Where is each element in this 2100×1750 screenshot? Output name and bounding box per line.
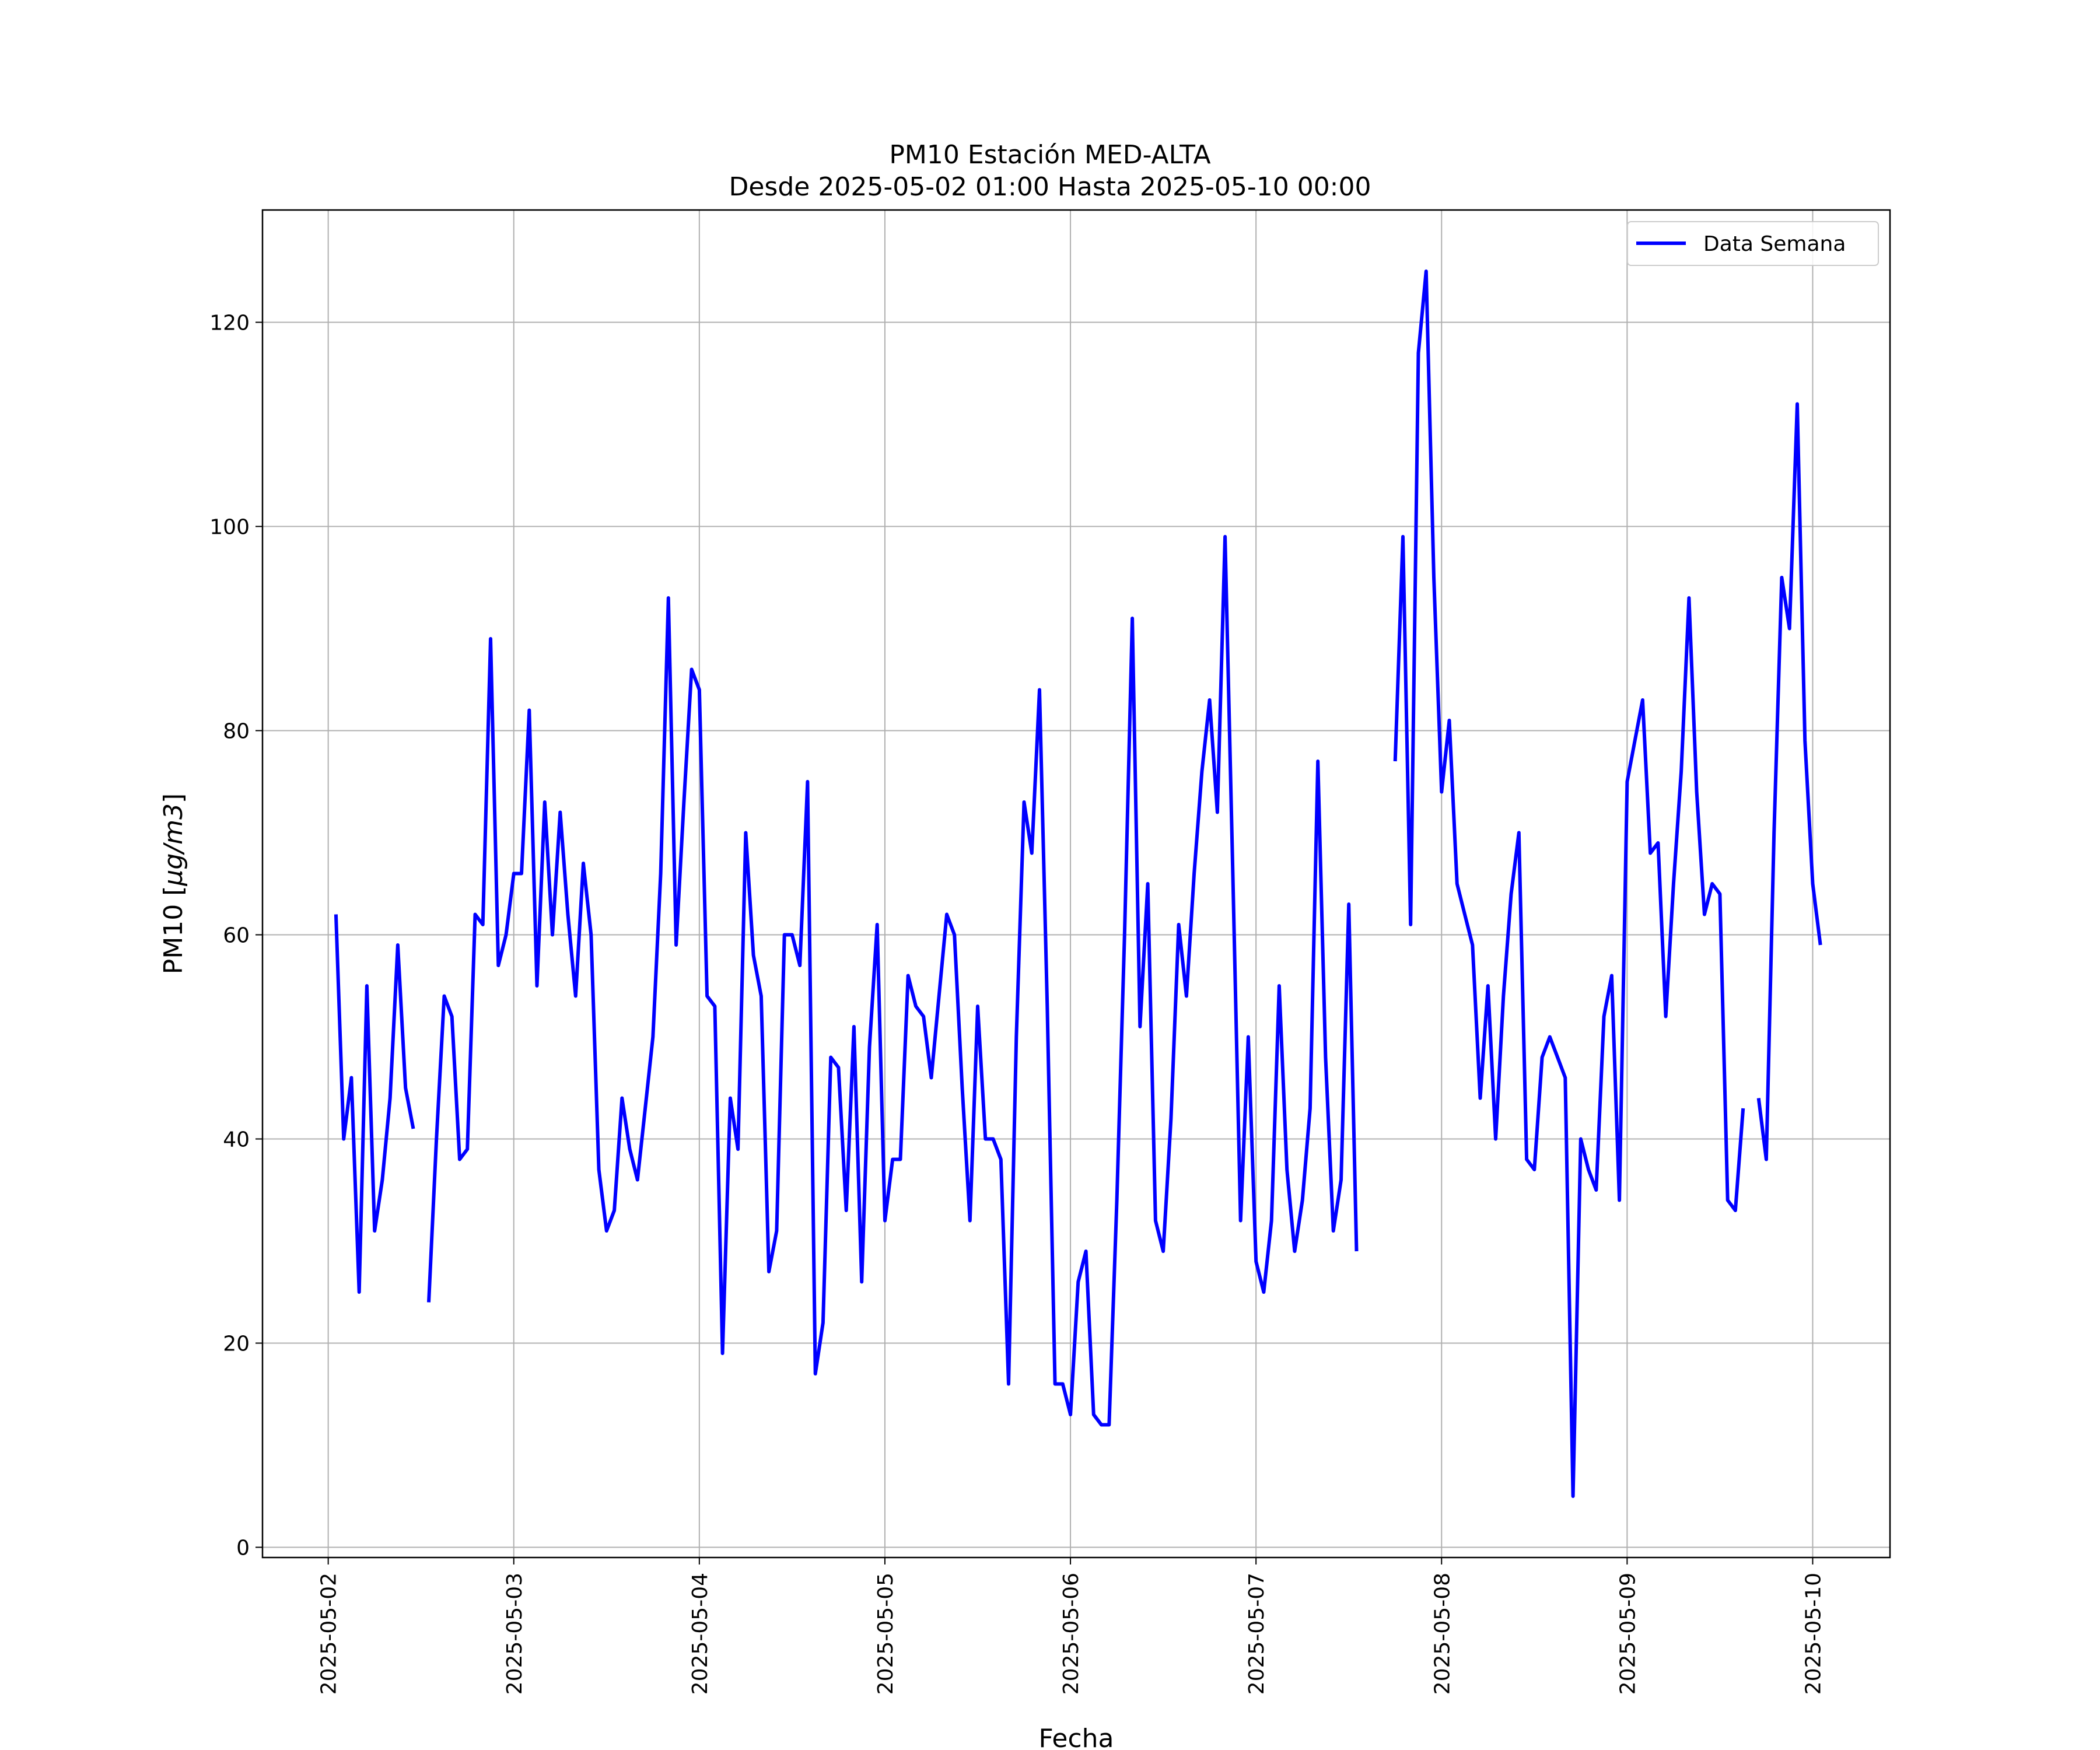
legend-label-data-semana: Data Semana: [1703, 232, 1846, 256]
legend: Data Semana: [1627, 221, 1879, 266]
y-axis: 0 20 40 60 80 100 120: [209, 312, 262, 1560]
x-tick-label: 2025-05-05: [874, 1573, 898, 1695]
x-axis-label: Fecha: [1038, 1724, 1114, 1750]
series-line-data-semana: [1393, 270, 1745, 1498]
y-tick-label: 80: [223, 720, 250, 744]
y-axis-label-unit: µg/m3: [159, 803, 188, 887]
x-tick-label: 2025-05-08: [1430, 1573, 1454, 1695]
x-tick-label: 2025-05-02: [317, 1573, 341, 1695]
y-tick-label: 120: [209, 312, 250, 335]
grid-lines: [262, 210, 1890, 1558]
y-tick-label: 0: [236, 1536, 250, 1560]
y-axis-label-close: ]: [159, 793, 188, 803]
x-tick-label: 2025-05-06: [1059, 1573, 1083, 1695]
chart-subtitle: Desde 2025-05-02 01:00 Hasta 2025-05-10 …: [729, 172, 1371, 202]
y-tick-label: 40: [223, 1128, 250, 1152]
y-axis-label-main: PM10 [: [159, 886, 188, 975]
plot-frame: [261, 209, 1891, 1559]
series-group: [334, 270, 1822, 1498]
x-tick-label: 2025-05-09: [1616, 1573, 1640, 1695]
x-tick-label: 2025-05-04: [688, 1573, 712, 1695]
x-axis: 2025-05-02 2025-05-03 2025-05-04 2025-05-05…: [317, 1558, 1825, 1695]
series-line-data-semana: [427, 535, 1359, 1427]
legend-box: [1627, 221, 1879, 266]
y-axis-label: PM10 [µg/m3]: [159, 793, 188, 974]
x-tick-label: 2025-05-03: [503, 1573, 527, 1695]
chart-title: PM10 Estación MED-ALTA: [889, 140, 1210, 170]
y-tick-label: 60: [223, 924, 250, 948]
x-tick-label: 2025-05-10: [1801, 1573, 1825, 1695]
series-line-data-semana: [334, 914, 415, 1294]
series-line-data-semana: [1756, 402, 1822, 1161]
x-tick-label: 2025-05-07: [1245, 1573, 1269, 1695]
y-tick-label: 20: [223, 1332, 250, 1356]
y-tick-label: 100: [209, 516, 250, 540]
